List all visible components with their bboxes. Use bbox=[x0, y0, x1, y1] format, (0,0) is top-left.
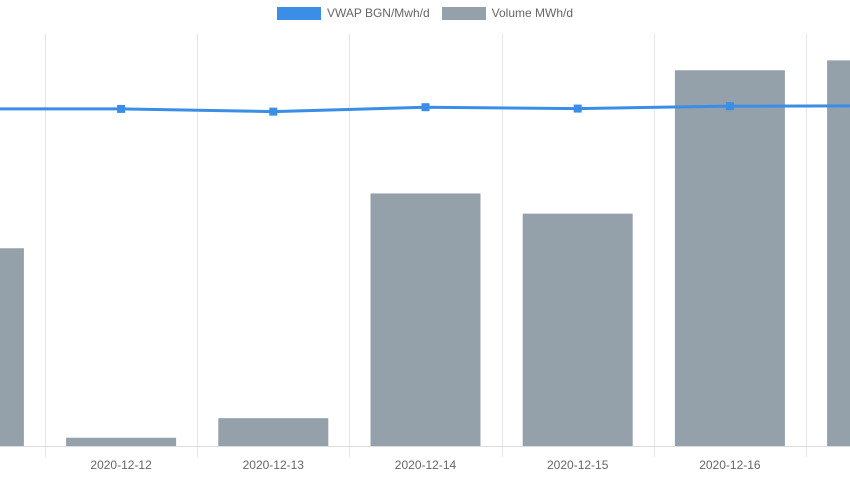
bar-2020-12-11 bbox=[0, 248, 24, 446]
point-vwap-2020-12-14 bbox=[421, 103, 430, 112]
bar-2020-12-14 bbox=[370, 193, 481, 446]
x-tick-label-2020-12-15: 2020-12-15 bbox=[547, 458, 609, 472]
legend-item-vwap[interactable]: VWAP BGN/Mwh/d bbox=[276, 6, 430, 20]
legend-swatch-volume bbox=[441, 6, 486, 20]
legend-label-volume: Volume MWh/d bbox=[491, 6, 574, 20]
point-vwap-2020-12-12 bbox=[117, 104, 126, 113]
legend-label-vwap: VWAP BGN/Mwh/d bbox=[326, 6, 430, 20]
bar-2020-12-15 bbox=[522, 213, 633, 446]
point-vwap-2020-12-16 bbox=[725, 102, 734, 111]
x-tick-label-2020-12-12: 2020-12-12 bbox=[90, 458, 152, 472]
bar-2020-12-13 bbox=[218, 418, 329, 446]
legend-swatch-vwap bbox=[276, 6, 321, 20]
bar-2020-12-12 bbox=[66, 437, 177, 446]
line-vwap bbox=[0, 104, 850, 114]
bar-2020-12-16 bbox=[674, 70, 785, 447]
chart-legend: VWAP BGN/Mwh/d Volume MWh/d bbox=[0, 6, 850, 20]
point-vwap-2020-12-13 bbox=[269, 107, 278, 116]
legend-item-volume[interactable]: Volume MWh/d bbox=[441, 6, 574, 20]
point-vwap-2020-12-15 bbox=[573, 104, 582, 113]
x-tick-label-2020-12-14: 2020-12-14 bbox=[395, 458, 457, 472]
x-tick-label-2020-12-16: 2020-12-16 bbox=[699, 458, 761, 472]
bar-2020-12-17 bbox=[827, 60, 850, 446]
x-tick-label-2020-12-13: 2020-12-13 bbox=[243, 458, 305, 472]
